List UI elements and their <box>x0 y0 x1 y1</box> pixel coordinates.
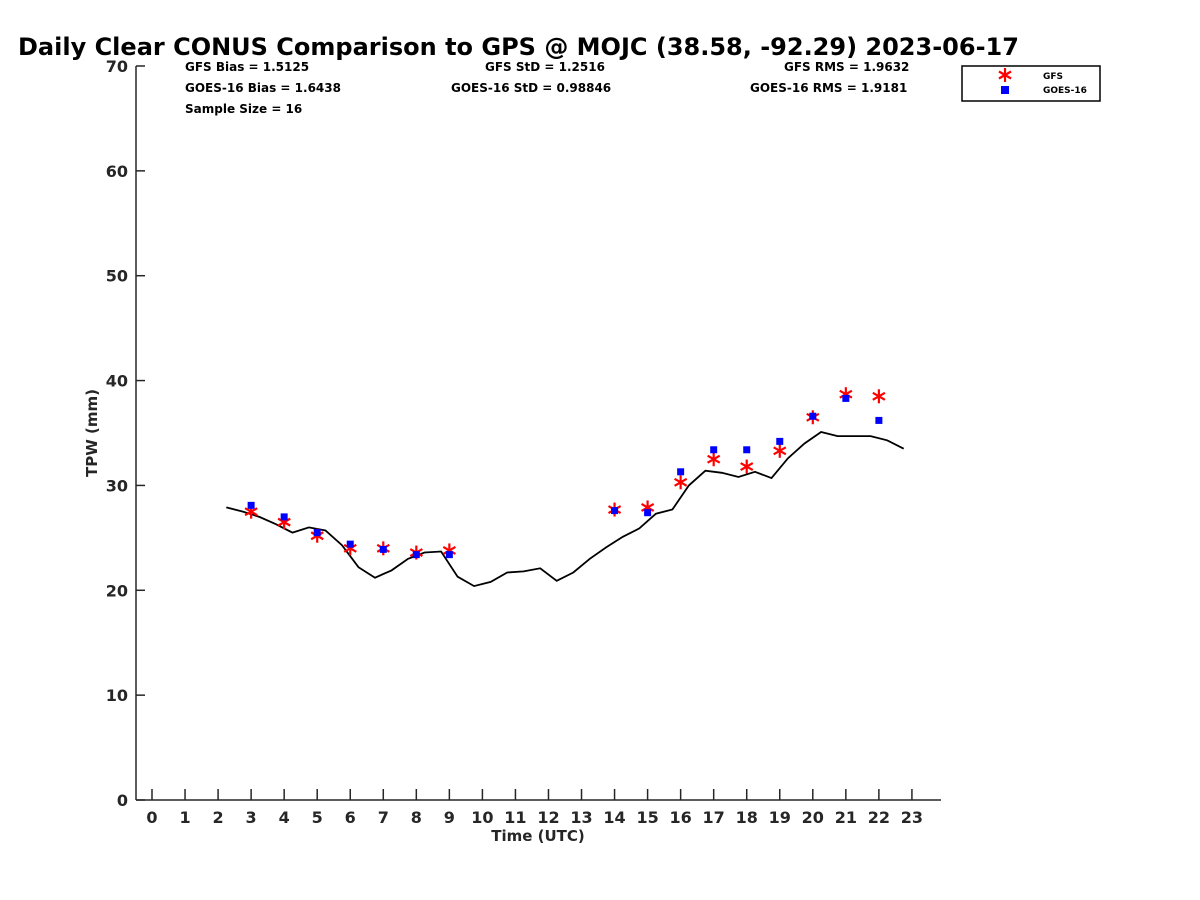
x-tick-label: 11 <box>504 808 526 827</box>
goes-point <box>412 551 420 559</box>
goes-point <box>644 509 652 517</box>
x-tick-group: 0 1 2 3 4 5 6 7 8 9 10 11 12 13 14 15 16 17 18 19 20 21 22 23 <box>146 789 923 827</box>
x-tick-label: 14 <box>603 808 625 827</box>
x-tick-label: 22 <box>868 808 890 827</box>
gfs-point <box>740 459 754 474</box>
goes-point <box>346 540 354 548</box>
goes-std-text: GOES-16 StD = 0.98846 <box>451 81 611 95</box>
x-tick-label: 2 <box>213 808 224 827</box>
goes-point <box>710 446 718 454</box>
x-tick-label: 19 <box>769 808 791 827</box>
y-tick-label: 0 <box>117 791 128 810</box>
series-layer <box>226 387 905 588</box>
x-tick-label: 23 <box>901 808 923 827</box>
x-tick-label: 17 <box>703 808 725 827</box>
goes-point <box>776 437 784 445</box>
goes-point <box>379 545 387 553</box>
x-tick-label: 8 <box>411 808 422 827</box>
stats-block: GFS Bias = 1.5125 GOES-16 Bias = 1.6438 … <box>185 60 909 116</box>
legend-goes-marker <box>1001 86 1009 94</box>
gfs-point <box>674 475 688 490</box>
y-tick-label: 30 <box>106 476 128 495</box>
x-tick-label: 7 <box>378 808 389 827</box>
chart-title: Daily Clear CONUS Comparison to GPS @ MO… <box>18 33 1019 61</box>
x-tick-label: 12 <box>537 808 559 827</box>
x-tick-label: 1 <box>179 808 190 827</box>
goes-point <box>677 468 685 476</box>
x-tick-label: 4 <box>279 808 290 827</box>
x-tick-label: 3 <box>246 808 257 827</box>
goes-point <box>809 412 817 420</box>
x-tick-label: 20 <box>802 808 824 827</box>
goes-point <box>445 551 453 559</box>
legend-gfs-label: GFS <box>1043 72 1063 82</box>
goes-point <box>743 446 751 454</box>
x-tick-label: 13 <box>570 808 592 827</box>
x-tick-label: 5 <box>312 808 323 827</box>
y-tick-label: 10 <box>106 686 128 705</box>
gfs-bias-text: GFS Bias = 1.5125 <box>185 60 309 74</box>
x-axis-label: Time (UTC) <box>491 827 585 845</box>
gfs-point <box>707 452 721 467</box>
y-tick-label: 40 <box>106 372 128 391</box>
gfs-rms-text: GFS RMS = 1.9632 <box>784 60 909 74</box>
x-tick-label: 15 <box>636 808 658 827</box>
legend-box <box>961 65 1101 102</box>
y-tick-label: 50 <box>106 267 128 286</box>
gfs-point <box>872 389 886 404</box>
goes-point <box>247 501 255 509</box>
x-tick-label: 9 <box>444 808 455 827</box>
goes-bias-text: GOES-16 Bias = 1.6438 <box>185 81 341 95</box>
y-tick-label: 20 <box>106 581 128 600</box>
legend: GFS GOES-16 <box>961 65 1101 102</box>
x-tick-label: 21 <box>835 808 857 827</box>
x-tick-label: 0 <box>146 808 157 827</box>
x-tick-label: 16 <box>670 808 692 827</box>
y-tick-label: 60 <box>106 162 128 181</box>
goes-point <box>842 394 850 402</box>
y-tick-group: 0 10 20 30 40 50 60 70 <box>106 57 145 810</box>
x-tick-label: 6 <box>345 808 356 827</box>
legend-goes-label: GOES-16 <box>1043 86 1087 96</box>
y-axis-label: TPW (mm) <box>83 389 101 477</box>
gfs-std-text: GFS StD = 1.2516 <box>485 60 605 74</box>
gps-line <box>226 431 905 588</box>
goes-point <box>280 513 288 521</box>
goes-point <box>313 529 321 537</box>
x-tick-label: 10 <box>471 808 493 827</box>
y-tick-label: 70 <box>106 57 128 76</box>
legend-gfs-asterisk <box>998 68 1012 82</box>
legend-gfs-marker <box>998 68 1012 82</box>
goes-point <box>611 507 619 515</box>
gfs-point <box>773 443 787 458</box>
goes-point <box>875 416 883 424</box>
x-tick-label: 18 <box>736 808 758 827</box>
sample-size-text: Sample Size = 16 <box>185 102 302 116</box>
goes-rms-text: GOES-16 RMS = 1.9181 <box>750 81 907 95</box>
